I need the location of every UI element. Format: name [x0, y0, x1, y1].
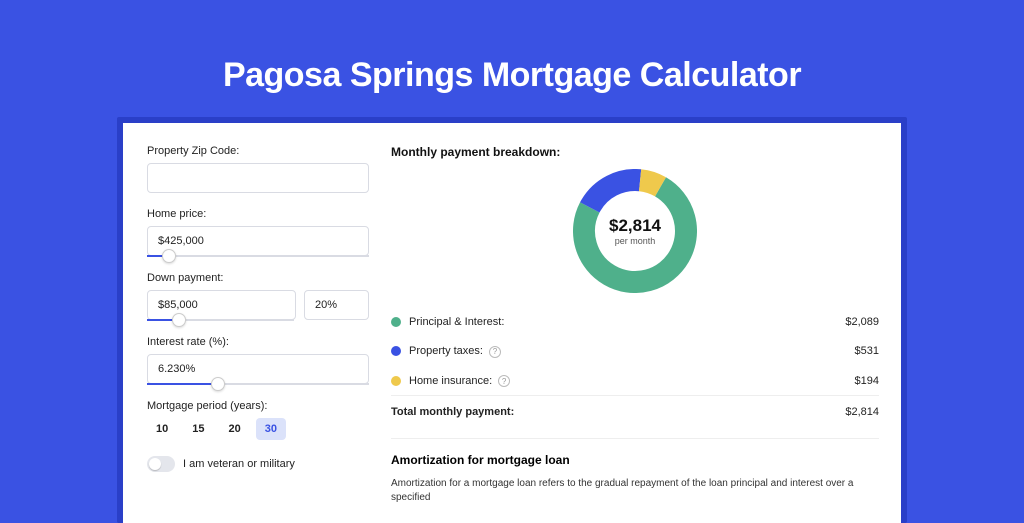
help-icon[interactable]: ?	[489, 346, 501, 358]
veteran-toggle[interactable]	[147, 456, 175, 472]
breakdown-row: Property taxes:?$531	[391, 336, 879, 366]
amortization-heading: Amortization for mortgage loan	[391, 453, 879, 467]
period-btn-15[interactable]: 15	[183, 418, 213, 440]
zip-input[interactable]	[147, 163, 369, 193]
slider-thumb[interactable]	[172, 313, 186, 327]
breakdown-value: $531	[855, 345, 879, 357]
interest-rate-input[interactable]: 6.230%	[147, 354, 369, 384]
legend-dot	[391, 376, 401, 386]
down-payment-pct-input[interactable]: 20%	[304, 290, 369, 320]
amortization-section: Amortization for mortgage loan Amortizat…	[391, 438, 879, 505]
down-payment-slider[interactable]	[147, 319, 294, 321]
input-panel: Property Zip Code: Home price: $425,000 …	[123, 123, 383, 523]
down-payment-group: Down payment: $85,000 20%	[147, 272, 369, 321]
veteran-label: I am veteran or military	[183, 458, 295, 470]
legend-dot	[391, 317, 401, 327]
payment-donut-chart: $2,814 per month	[573, 169, 697, 293]
down-payment-label: Down payment:	[147, 272, 369, 284]
breakdown-value: $2,089	[845, 316, 879, 328]
slider-fill	[147, 383, 218, 385]
period-btn-20[interactable]: 20	[220, 418, 250, 440]
period-buttons: 10 15 20 30	[147, 418, 369, 440]
breakdown-total-row: Total monthly payment: $2,814	[391, 395, 879, 426]
donut-sub: per month	[609, 236, 661, 246]
interest-rate-label: Interest rate (%):	[147, 336, 369, 348]
toggle-knob	[149, 458, 161, 470]
interest-rate-group: Interest rate (%): 6.230%	[147, 336, 369, 385]
breakdown-heading: Monthly payment breakdown:	[391, 145, 879, 159]
calculator-card: Property Zip Code: Home price: $425,000 …	[123, 123, 901, 523]
slider-thumb[interactable]	[211, 377, 225, 391]
zip-group: Property Zip Code:	[147, 145, 369, 193]
breakdown-row: Home insurance:?$194	[391, 366, 879, 396]
donut-amount: $2,814	[609, 216, 661, 236]
breakdown-row: Principal & Interest:$2,089	[391, 307, 879, 336]
home-price-input[interactable]: $425,000	[147, 226, 369, 256]
card-shadow: Property Zip Code: Home price: $425,000 …	[117, 117, 907, 523]
zip-label: Property Zip Code:	[147, 145, 369, 157]
help-icon[interactable]: ?	[498, 375, 510, 387]
home-price-group: Home price: $425,000	[147, 208, 369, 257]
period-group: Mortgage period (years): 10 15 20 30	[147, 400, 369, 440]
amortization-text: Amortization for a mortgage loan refers …	[391, 477, 879, 505]
interest-rate-slider[interactable]	[147, 383, 369, 385]
total-value: $2,814	[845, 406, 879, 418]
breakdown-panel: Monthly payment breakdown: $2,814 per mo…	[383, 123, 901, 523]
slider-thumb[interactable]	[162, 249, 176, 263]
period-label: Mortgage period (years):	[147, 400, 369, 412]
home-price-label: Home price:	[147, 208, 369, 220]
veteran-row: I am veteran or military	[147, 456, 369, 472]
breakdown-rows: Principal & Interest:$2,089Property taxe…	[391, 307, 879, 395]
page-title: Pagosa Springs Mortgage Calculator	[223, 56, 801, 95]
home-price-slider[interactable]	[147, 255, 369, 257]
legend-dot	[391, 346, 401, 356]
down-payment-input[interactable]: $85,000	[147, 290, 296, 320]
donut-wrap: $2,814 per month	[391, 169, 879, 293]
breakdown-label: Property taxes:?	[409, 345, 855, 358]
period-btn-30[interactable]: 30	[256, 418, 286, 440]
period-btn-10[interactable]: 10	[147, 418, 177, 440]
page-root: Pagosa Springs Mortgage Calculator Prope…	[0, 0, 1024, 512]
donut-center: $2,814 per month	[609, 216, 661, 246]
breakdown-label: Home insurance:?	[409, 375, 855, 388]
breakdown-value: $194	[855, 375, 879, 387]
total-label: Total monthly payment:	[391, 406, 845, 418]
breakdown-label: Principal & Interest:	[409, 316, 845, 328]
